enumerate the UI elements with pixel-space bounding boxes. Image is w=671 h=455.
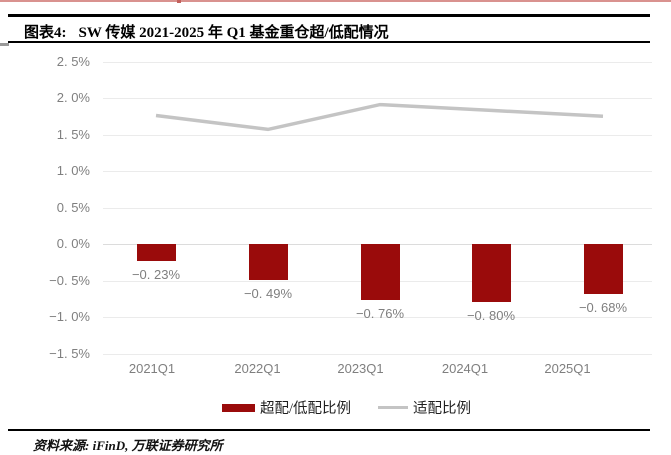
trend-line xyxy=(155,102,604,132)
x-axis-tick-label: 2021Q1 xyxy=(128,361,176,376)
bar-2025Q1 xyxy=(583,244,623,294)
gridline xyxy=(103,171,652,172)
gridline xyxy=(103,61,652,63)
source-note: 资料来源: iFinD, 万联证券研究所 xyxy=(33,438,223,453)
left-margin-dash xyxy=(0,43,9,46)
bar-value-label: −0. 23% xyxy=(131,266,181,282)
figure-title: 图表4: SW 传媒 2021-2025 年 Q1 基金重仓超/低配情况 xyxy=(24,21,389,42)
bar-2023Q1 xyxy=(360,244,400,300)
gridline xyxy=(103,134,652,136)
chart-legend: 超配/低配比例 适配比例 xyxy=(222,397,471,418)
x-axis-tick-label: 2025Q1 xyxy=(544,361,591,376)
y-axis-tick-label: 1. 5% xyxy=(56,126,90,142)
title-bottom-rule xyxy=(8,41,650,43)
bar-value-label: −0. 49% xyxy=(243,285,293,301)
figure-title-text: SW 传媒 2021-2025 年 Q1 基金重仓超/低配情况 xyxy=(78,25,389,41)
bar-2021Q1 xyxy=(136,244,176,261)
x-axis-tick-label: 2024Q1 xyxy=(441,361,489,376)
bar-2024Q1 xyxy=(471,244,511,303)
legend-bar-swatch-icon xyxy=(222,403,255,412)
bar-value-label: −0. 80% xyxy=(466,308,516,324)
footer-rule xyxy=(8,429,650,431)
y-axis-tick-label: 2. 5% xyxy=(56,53,90,69)
y-axis-tick-label: 0. 5% xyxy=(56,199,90,215)
gridline xyxy=(103,98,652,99)
y-axis-tick-label: −1. 5% xyxy=(49,345,90,361)
x-axis-tick-label: 2022Q1 xyxy=(234,361,281,376)
title-top-rule xyxy=(8,14,650,17)
gridline xyxy=(103,317,652,318)
bar-2022Q1 xyxy=(248,244,288,280)
legend-bar-label: 超配/低配比例 xyxy=(260,401,352,417)
legend-line-label: 适配比例 xyxy=(413,401,472,417)
bar-value-label: −0. 68% xyxy=(578,299,628,315)
bar-value-label: −0. 76% xyxy=(355,305,405,321)
x-axis-tick-label: 2023Q1 xyxy=(337,361,384,376)
page-top-border xyxy=(0,0,671,2)
gridline xyxy=(103,207,652,209)
page-top-tick xyxy=(177,0,181,3)
y-axis-tick-label: 0. 0% xyxy=(56,236,90,251)
gridline xyxy=(103,353,652,355)
y-axis-tick-label: −0. 5% xyxy=(49,272,90,288)
legend-line-swatch-icon xyxy=(378,405,409,410)
y-axis-tick-label: 2. 0% xyxy=(56,90,90,105)
figure-label: 图表4: xyxy=(24,25,67,41)
y-axis-tick-label: −1. 0% xyxy=(49,309,90,324)
y-axis-tick-label: 1. 0% xyxy=(56,163,90,178)
